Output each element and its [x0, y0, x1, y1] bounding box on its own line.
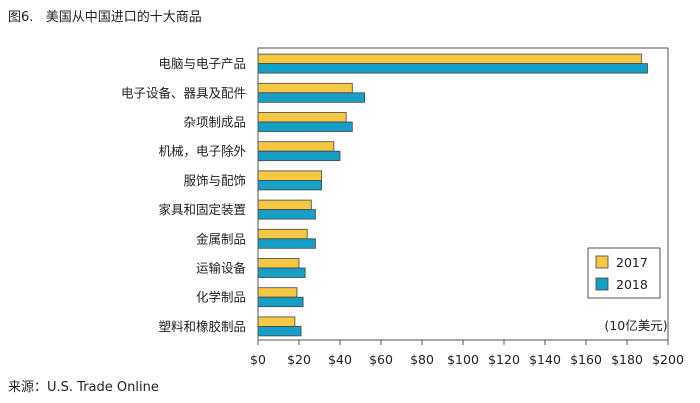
bar-2017-6 — [257, 228, 308, 240]
x-tick-label: $160 — [570, 352, 602, 367]
bars-layer — [257, 53, 648, 337]
x-tick-label: $60 — [369, 352, 393, 367]
bar-2018-9 — [257, 325, 302, 337]
category-label: 电脑与电子产品 — [158, 56, 246, 71]
bar-2017-8 — [257, 287, 298, 298]
bar-2018-2 — [257, 121, 353, 132]
x-tick-label: $80 — [410, 352, 434, 367]
unit-label: (10亿美元) — [604, 318, 667, 333]
x-tick-label: $20 — [287, 352, 311, 367]
category-label: 电子设备、器具及配件 — [121, 85, 246, 100]
x-tick-label: $200 — [652, 352, 684, 367]
bar-2018-7 — [257, 267, 306, 278]
bar-2018-5 — [257, 209, 316, 220]
bar-2017-2 — [257, 112, 347, 123]
x-tick-label: $0 — [250, 352, 266, 367]
bar-2017-4 — [257, 170, 322, 181]
bar-2017-7 — [257, 258, 300, 269]
category-label: 运输设备 — [196, 261, 247, 276]
category-labels: 电脑与电子产品电子设备、器具及配件杂项制成品机械，电子除外服饰与配饰家具和固定装… — [121, 56, 247, 334]
x-tick-label: $140 — [529, 352, 561, 367]
bar-2018-6 — [257, 238, 316, 249]
legend-swatch-2017 — [595, 255, 609, 269]
legend-label-2018: 2018 — [616, 277, 648, 292]
bar-2018-1 — [257, 92, 365, 103]
x-tick-label: $40 — [328, 352, 352, 367]
bar-2018-0 — [257, 63, 648, 74]
category-label: 化学制品 — [196, 290, 246, 305]
bar-2018-4 — [257, 179, 322, 191]
x-tick-label: $100 — [447, 352, 479, 367]
legend-swatch-2018 — [595, 277, 609, 291]
chart-title: 图6. 美国从中国进口的十大商品 — [8, 10, 202, 25]
category-label: 塑料和橡胶制品 — [158, 319, 246, 334]
category-label: 金属制品 — [196, 231, 246, 246]
x-tick-label: $180 — [611, 352, 643, 367]
bar-2017-3 — [257, 141, 335, 152]
bar-2017-5 — [257, 199, 312, 211]
bar-2018-3 — [257, 150, 341, 162]
category-label: 杂项制成品 — [183, 115, 246, 130]
x-tick-label: $120 — [488, 352, 520, 367]
category-label: 家具和固定装置 — [158, 202, 246, 217]
bar-2017-0 — [257, 53, 642, 64]
source-note: 来源：U.S. Trade Online — [8, 380, 159, 395]
plot-frame — [257, 47, 669, 341]
category-label: 机械，电子除外 — [158, 144, 246, 159]
legend: 2017 2018 — [587, 247, 661, 299]
legend-label-2017: 2017 — [616, 255, 648, 270]
category-label: 服饰与配饰 — [183, 173, 246, 188]
x-axis: $0 $20 $40 $60 $80 $100 $120 $140 $160 $180 $200 — [250, 340, 684, 367]
bar-2018-8 — [257, 296, 304, 308]
bar-2017-9 — [257, 316, 296, 327]
bar-2017-1 — [257, 82, 353, 94]
